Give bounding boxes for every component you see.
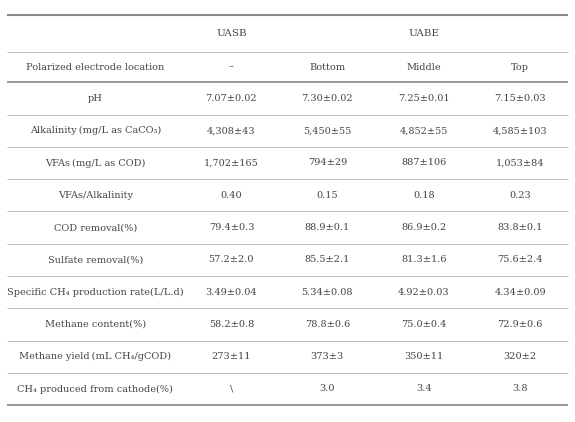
Text: 0.40: 0.40: [221, 191, 242, 200]
Text: 4,585±103: 4,585±103: [493, 126, 547, 135]
Text: 83.8±0.1: 83.8±0.1: [497, 223, 543, 232]
Text: –: –: [229, 62, 234, 72]
Text: UASB: UASB: [216, 29, 247, 38]
Text: 350±11: 350±11: [404, 352, 443, 361]
Text: VFAs (mg/L as COD): VFAs (mg/L as COD): [45, 158, 145, 168]
Text: 373±3: 373±3: [310, 352, 344, 361]
Text: 0.15: 0.15: [316, 191, 338, 200]
Text: 887±106: 887±106: [401, 159, 447, 168]
Text: \: \: [230, 384, 233, 393]
Text: 79.4±0.3: 79.4±0.3: [209, 223, 254, 232]
Text: 75.0±0.4: 75.0±0.4: [401, 320, 447, 329]
Text: COD removal(%): COD removal(%): [53, 223, 137, 232]
Text: 75.6±2.4: 75.6±2.4: [497, 255, 543, 264]
Text: 3.4: 3.4: [416, 384, 432, 393]
Text: 86.9±0.2: 86.9±0.2: [401, 223, 447, 232]
Text: 3.0: 3.0: [320, 384, 335, 393]
Text: Polarized electrode location: Polarized electrode location: [26, 62, 164, 72]
Text: VFAs/Alkalinity: VFAs/Alkalinity: [58, 191, 133, 200]
Text: 1,053±84: 1,053±84: [496, 159, 545, 168]
Text: 78.8±0.6: 78.8±0.6: [305, 320, 350, 329]
Text: 3.49±0.04: 3.49±0.04: [206, 288, 257, 297]
Text: 85.5±2.1: 85.5±2.1: [305, 255, 350, 264]
Text: Middle: Middle: [407, 62, 441, 72]
Text: Bottom: Bottom: [309, 62, 346, 72]
Text: 7.07±0.02: 7.07±0.02: [206, 94, 257, 103]
Text: Specific CH₄ production rate(L/L.d): Specific CH₄ production rate(L/L.d): [7, 287, 183, 297]
Text: Methane content(%): Methane content(%): [45, 320, 146, 329]
Text: 3.8: 3.8: [512, 384, 528, 393]
Text: CH₄ produced from cathode(%): CH₄ produced from cathode(%): [17, 384, 173, 394]
Text: 5.34±0.08: 5.34±0.08: [302, 288, 353, 297]
Text: 5,450±55: 5,450±55: [303, 126, 351, 135]
Text: Sulfate removal(%): Sulfate removal(%): [48, 255, 143, 264]
Text: 273±11: 273±11: [212, 352, 251, 361]
Text: 4,852±55: 4,852±55: [400, 126, 448, 135]
Text: 57.2±2.0: 57.2±2.0: [209, 255, 254, 264]
Text: 81.3±1.6: 81.3±1.6: [401, 255, 447, 264]
Text: 1,702±165: 1,702±165: [204, 159, 259, 168]
Text: 794±29: 794±29: [308, 159, 347, 168]
Text: Top: Top: [511, 62, 529, 72]
Text: Methane yield (mL CH₄/gCOD): Methane yield (mL CH₄/gCOD): [20, 352, 171, 361]
Text: 4.34±0.09: 4.34±0.09: [494, 288, 546, 297]
Text: pH: pH: [88, 94, 103, 103]
Text: 0.23: 0.23: [509, 191, 531, 200]
Text: UABE: UABE: [408, 29, 439, 38]
Text: 7.25±0.01: 7.25±0.01: [398, 94, 450, 103]
Text: 0.18: 0.18: [413, 191, 435, 200]
Text: 7.15±0.03: 7.15±0.03: [494, 94, 546, 103]
Text: 4.92±0.03: 4.92±0.03: [398, 288, 450, 297]
Text: 88.9±0.1: 88.9±0.1: [305, 223, 350, 232]
Text: Alkalinity (mg/L as CaCO₃): Alkalinity (mg/L as CaCO₃): [30, 126, 161, 135]
Text: 320±2: 320±2: [504, 352, 536, 361]
Text: 7.30±0.02: 7.30±0.02: [301, 94, 353, 103]
Text: 58.2±0.8: 58.2±0.8: [209, 320, 254, 329]
Text: 72.9±0.6: 72.9±0.6: [497, 320, 543, 329]
Text: 4,308±43: 4,308±43: [207, 126, 256, 135]
